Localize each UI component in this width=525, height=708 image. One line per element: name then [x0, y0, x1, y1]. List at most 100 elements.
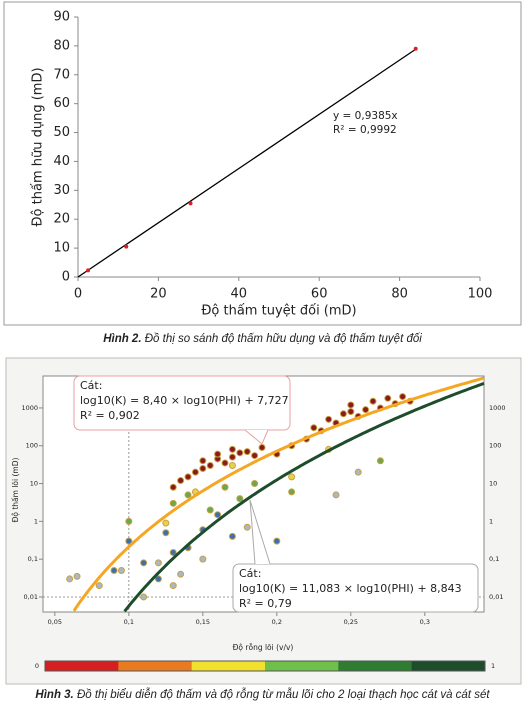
point	[399, 393, 407, 401]
colorbar-segment	[118, 661, 193, 671]
x-tick-label: 0,15	[196, 618, 210, 626]
chart-1: Độ thấm tuyệt đối (mD) Độ thấm hữu dụng …	[3, 1, 522, 326]
x-tick-label: 0,3	[420, 618, 430, 626]
point	[140, 593, 148, 601]
y-tick-label: 80	[53, 38, 70, 53]
callout-text: log10(K) = 11,083 × log10(PHI) + 8,843	[239, 582, 462, 595]
callout-box	[232, 563, 479, 613]
x-axis-label: Độ thấm tuyệt đối (mD)	[201, 304, 356, 319]
y-tick-label: 40	[53, 154, 70, 169]
x-tick-label: 80	[391, 287, 408, 302]
point	[206, 462, 214, 470]
point	[347, 401, 355, 409]
x-tick-label: 0,1	[124, 618, 134, 626]
y-tick-label: 30	[53, 183, 70, 198]
y-tick-label: 70	[53, 67, 70, 82]
x-tick-label: 0,2	[272, 618, 282, 626]
point	[86, 268, 91, 273]
callout-box	[73, 375, 291, 431]
point	[362, 406, 370, 414]
point	[206, 506, 214, 514]
point	[339, 410, 347, 418]
caption: Hình 3. Đồ thị biểu diễn độ thấm và độ r…	[0, 689, 525, 701]
point	[184, 491, 192, 499]
callout-text: R² = 0,902	[80, 409, 140, 422]
point	[73, 572, 81, 580]
point	[162, 529, 170, 537]
caption-label: Hình 2.	[103, 333, 142, 345]
callout-pointer	[244, 429, 269, 445]
point	[376, 457, 384, 465]
colorbar-segment	[191, 661, 266, 671]
annotation: R² = 0,9992	[333, 124, 397, 136]
point	[236, 449, 244, 457]
y-tick-label: 20	[53, 212, 70, 227]
point	[169, 499, 177, 507]
y-tick-label-right: 10	[489, 480, 497, 488]
x-axis-label: Độ rỗng lõi (v/v)	[233, 643, 294, 652]
point	[177, 570, 185, 578]
x-tick-label: 0,05	[48, 618, 62, 626]
callout-text: Cát:	[239, 567, 261, 580]
colorbar-label: 1	[491, 662, 495, 670]
y-tick-label-right: 0,1	[489, 555, 499, 563]
x-tick-label: 0,25	[344, 618, 358, 626]
y-tick-label: 90	[53, 10, 70, 25]
point	[347, 408, 355, 416]
point	[140, 559, 148, 567]
y-axis-label: Độ thấm hữu dụng (mD)	[31, 67, 46, 226]
callout-text: log10(K) = 8,40 × log10(PHI) + 7,727	[80, 394, 289, 407]
point	[169, 548, 177, 556]
caption-text: Đồ thị so sánh độ thấm hữu dụng và độ th…	[144, 333, 422, 345]
y-axis-label: Độ thấm lõi (mD)	[11, 458, 20, 523]
y-tick-label-right: 1000	[489, 404, 506, 412]
y-tick-label-right: 1	[489, 517, 493, 525]
caption-label: Hình 3.	[35, 689, 74, 701]
y-tick-label: 0,01	[24, 593, 38, 601]
point	[369, 397, 377, 405]
y-tick-label: 0,1	[28, 555, 38, 563]
point	[236, 495, 244, 503]
y-tick-label-right: 100	[489, 442, 501, 450]
point	[214, 450, 222, 458]
point	[125, 537, 133, 545]
y-tick-label: 50	[53, 125, 70, 140]
y-tick-label: 0	[62, 270, 70, 285]
point	[228, 462, 236, 470]
point	[258, 443, 266, 451]
point	[243, 448, 251, 456]
point	[110, 567, 118, 575]
point	[221, 483, 229, 491]
chart-frame	[3, 1, 522, 326]
point	[154, 575, 162, 583]
point	[251, 452, 259, 460]
point	[95, 582, 103, 590]
x-tick-label: 100	[468, 287, 493, 302]
point	[184, 473, 192, 481]
chart-2: Độ rỗng lõi (v/v) Độ thấm lõi (mD) 0,01 0…	[5, 357, 522, 685]
colorbar-segment	[45, 661, 119, 671]
point	[325, 415, 333, 423]
annotation: y = 0,9385x	[333, 110, 398, 122]
point	[228, 445, 236, 453]
y-tick-label-right: 0,01	[489, 593, 503, 601]
y-tick-label: 60	[53, 96, 70, 111]
colorbar-segment	[338, 661, 413, 671]
point	[221, 459, 229, 467]
point	[243, 523, 251, 531]
y-tick-label: 100	[26, 442, 38, 450]
point	[124, 244, 129, 249]
colorbar-frame	[44, 660, 486, 672]
point	[288, 473, 296, 481]
point	[154, 559, 162, 567]
callout-text: R² = 0,79	[239, 597, 292, 610]
x-tick-label: 60	[311, 287, 328, 302]
point	[169, 582, 177, 590]
colorbar-segment	[265, 661, 339, 671]
y-tick-label: 10	[53, 241, 70, 256]
point	[125, 517, 133, 525]
callout-text: Cát:	[80, 379, 102, 392]
point	[228, 532, 236, 540]
point	[273, 537, 281, 545]
